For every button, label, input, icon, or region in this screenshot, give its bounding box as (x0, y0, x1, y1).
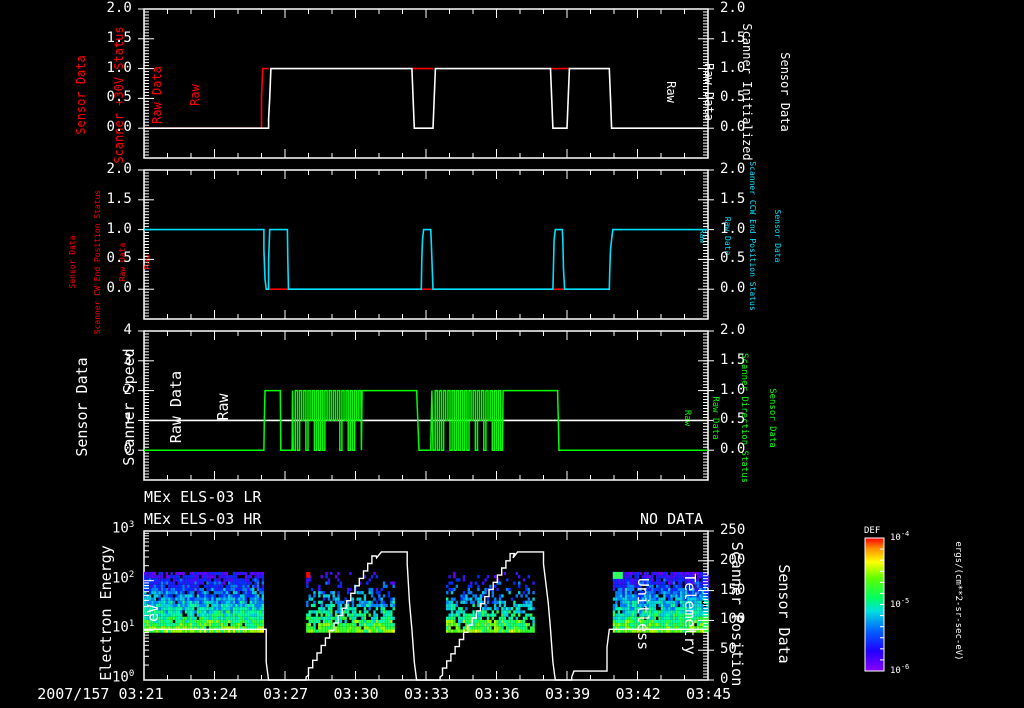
y-tick-label: 100 (720, 611, 745, 627)
colorbar-tick-label: 10-5 (890, 597, 909, 610)
label-line: Electron Energy (99, 543, 115, 683)
x-tick-label: 03:36 (475, 685, 520, 703)
panel3-right-label: Sensor Data Scanner Direction Status Raw… (759, 353, 795, 483)
y-tick-label: 0.5 (107, 89, 132, 105)
y-tick-label: 0.5 (720, 89, 745, 105)
y-tick-label: 1.0 (720, 221, 745, 237)
y-tick-label: 1.0 (720, 60, 745, 76)
label-line: Raw (682, 353, 691, 483)
y-tick-label: 1 (124, 411, 132, 427)
label-line: Unitless (634, 539, 650, 689)
y-tick-label: 1.5 (107, 191, 132, 207)
panel1-right-label: Sensor Data Scanner Initialized Raw Data… (760, 22, 816, 162)
y-tick-label: 1.5 (107, 30, 132, 46)
label-line: Sensor Data (773, 146, 781, 326)
panel4-left-label: Electron Energy eV (67, 543, 103, 683)
y-tick-label: 1.0 (107, 221, 132, 237)
label-line: Raw (189, 5, 202, 185)
label-line: Raw Data (703, 22, 716, 162)
y-tick-label: 2.0 (107, 0, 132, 16)
label-line: Sensor Data (778, 22, 791, 162)
x-tick-label: 03:27 (263, 685, 308, 703)
y-tick-label: 2.0 (720, 0, 745, 16)
label-line: Scanner CCW End Position Status (748, 146, 756, 326)
y-tick-label: 101 (112, 619, 134, 636)
label-line: eV (146, 543, 162, 683)
y-tick-label: 150 (720, 582, 745, 598)
instrument-title-hr: MEx ELS-03 HR (144, 510, 261, 528)
label-line: Raw Data (710, 353, 719, 483)
label-line: Sensor Data (75, 5, 88, 185)
panel3-left-label: Sensor Data Scanner Speed Raw Data Raw (43, 332, 107, 482)
y-tick-label: 1.0 (720, 382, 745, 398)
y-tick-label: 50 (720, 641, 737, 657)
y-tick-label: 2.0 (720, 161, 745, 177)
label-line: Raw (665, 22, 678, 162)
y-tick-label: 0.0 (720, 441, 745, 457)
panel2-right-label: Sensor Data Scanner CCW End Position Sta… (762, 146, 798, 326)
x-tick-label: 03:39 (545, 685, 590, 703)
label-line: Scanner CW End Position Status (94, 172, 102, 352)
x-tick-label: 03:45 (686, 685, 731, 703)
label-line: Raw Data (151, 5, 164, 185)
y-tick-label: 0.5 (107, 250, 132, 266)
panel1-left-label: Sensor Data Scanner +30V Status Raw Data… (50, 5, 100, 185)
y-tick-label: 0.0 (107, 280, 132, 296)
y-tick-label: 3 (124, 352, 132, 368)
y-tick-label: 1.5 (720, 352, 745, 368)
label-line: Sensor Data (767, 353, 776, 483)
x-tick-label: 03:24 (193, 685, 238, 703)
y-tick-label: 250 (720, 522, 745, 538)
label-line: Sensor Data (776, 539, 792, 689)
panel4-right-label: Sensor Data Scanner Position Telemetry U… (759, 539, 823, 689)
y-tick-label: 0.0 (107, 119, 132, 135)
label-line: Raw (144, 172, 152, 352)
instrument-title-lr: MEx ELS-03 LR (144, 488, 261, 506)
y-tick-label: 4 (124, 322, 132, 338)
y-tick-label: 1.0 (107, 60, 132, 76)
no-data-label: NO DATA (640, 510, 703, 528)
panel2-left-label: Sensor Data Scanner CW End Position Stat… (52, 172, 88, 352)
x-tick-label: 2007/157 03:21 (37, 685, 163, 703)
y-tick-label: 1.5 (720, 30, 745, 46)
label-line: Raw (697, 146, 705, 326)
y-tick-label: 103 (112, 520, 134, 537)
y-tick-label: 102 (112, 570, 134, 587)
y-tick-label: 200 (720, 552, 745, 568)
colorbar-tick-label: 10-6 (890, 663, 909, 676)
x-tick-label: 03:33 (404, 685, 449, 703)
y-tick-label: 0.0 (720, 280, 745, 296)
y-tick-label: 2 (124, 382, 132, 398)
y-tick-label: 0.0 (720, 119, 745, 135)
y-tick-label: 2.0 (107, 161, 132, 177)
label-line: Sensor Data (69, 172, 77, 352)
x-tick-label: 03:30 (334, 685, 379, 703)
colorbar-label: DEF (864, 526, 880, 536)
x-tick-label: 03:42 (616, 685, 661, 703)
y-tick-label: 0.5 (720, 411, 745, 427)
label-line: Raw (216, 332, 232, 482)
y-tick-label: 100 (112, 669, 134, 686)
colorbar-units: ergs/(cm**2-sr-sec-eV) (948, 526, 962, 676)
label-line: Telemetry (681, 539, 697, 689)
label-line: Raw Data (169, 332, 185, 482)
y-tick-label: 0 (124, 441, 132, 457)
label-line: Sensor Data (75, 332, 91, 482)
y-tick-label: 1.5 (720, 191, 745, 207)
colorbar-tick-label: 10-4 (890, 530, 909, 543)
y-tick-label: 0.5 (720, 250, 745, 266)
y-tick-label: 2.0 (720, 322, 745, 338)
